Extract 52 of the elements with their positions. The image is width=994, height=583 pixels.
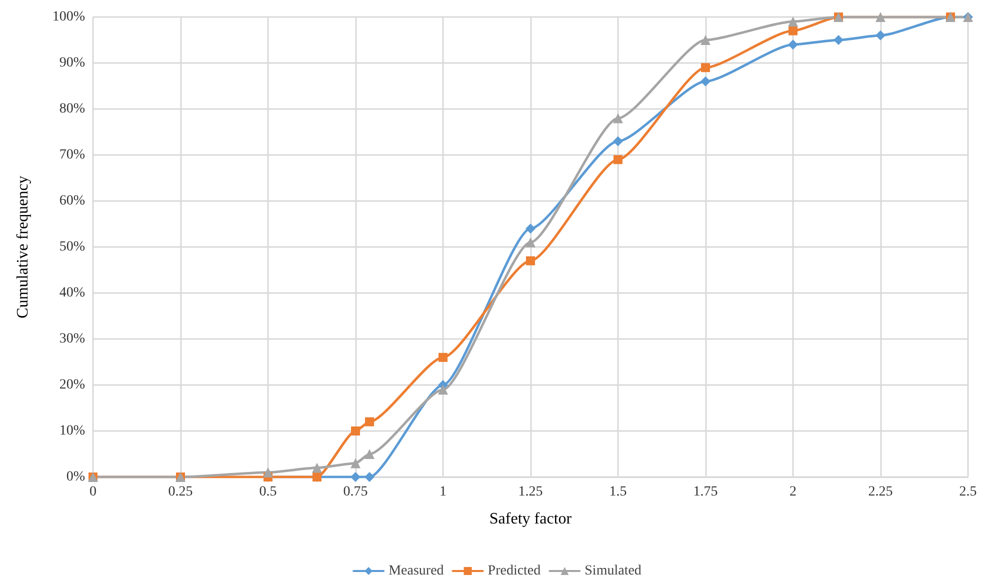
point: [438, 384, 448, 395]
point: [701, 63, 710, 72]
x-tick-label: 0.75: [343, 484, 368, 500]
point: [351, 426, 360, 436]
point: [526, 224, 536, 234]
y-tick-label: 10%: [59, 424, 86, 438]
point: [438, 352, 448, 362]
x-tick-label: 1.75: [693, 484, 718, 500]
x-axis-title: Safety factor: [489, 510, 572, 528]
point: [350, 472, 360, 482]
x-tick-label: 1.25: [518, 484, 543, 500]
y-tick-label: 70%: [59, 148, 86, 162]
point: [700, 76, 710, 86]
point: [788, 26, 798, 36]
point: [526, 256, 535, 266]
y-tick-label: 50%: [59, 240, 86, 254]
point: [613, 136, 623, 146]
x-tick-label: 2.25: [868, 484, 893, 500]
y-tick-label: 20%: [59, 378, 86, 392]
legend-label: Predicted: [488, 564, 541, 578]
y-tick-label: 90%: [59, 56, 86, 70]
point: [263, 467, 273, 478]
point: [788, 40, 798, 50]
legend-label: Measured: [388, 564, 444, 578]
point: [526, 237, 536, 248]
y-tick-label: 100%: [52, 10, 86, 24]
point: [350, 458, 360, 468]
x-tick-label: 0.25: [168, 484, 193, 500]
point: [788, 16, 798, 27]
point: [365, 417, 374, 426]
point: [312, 462, 322, 473]
x-tick-label: 0: [90, 484, 96, 500]
y-tick-label: 30%: [59, 332, 86, 346]
x-tick-label: 1.5: [609, 484, 627, 500]
point: [700, 35, 710, 45]
point: [364, 472, 374, 482]
point: [876, 12, 886, 22]
y-tick-label: 80%: [59, 102, 86, 116]
point: [614, 155, 622, 164]
point: [834, 35, 844, 45]
point: [876, 30, 886, 40]
point: [613, 113, 623, 124]
legend-label: Simulated: [584, 564, 642, 578]
x-tick-label: 2.5: [959, 484, 977, 500]
x-tick-label: 0.5: [259, 484, 277, 500]
x-tick-label: 2: [790, 484, 796, 500]
point: [364, 449, 374, 459]
y-tick-label: 0%: [66, 470, 86, 484]
y-tick-label: 60%: [59, 194, 86, 208]
y-tick-label: 40%: [59, 286, 86, 300]
x-tick-label: 1: [440, 484, 446, 500]
y-axis-title: Cumulative frequency: [14, 176, 32, 318]
